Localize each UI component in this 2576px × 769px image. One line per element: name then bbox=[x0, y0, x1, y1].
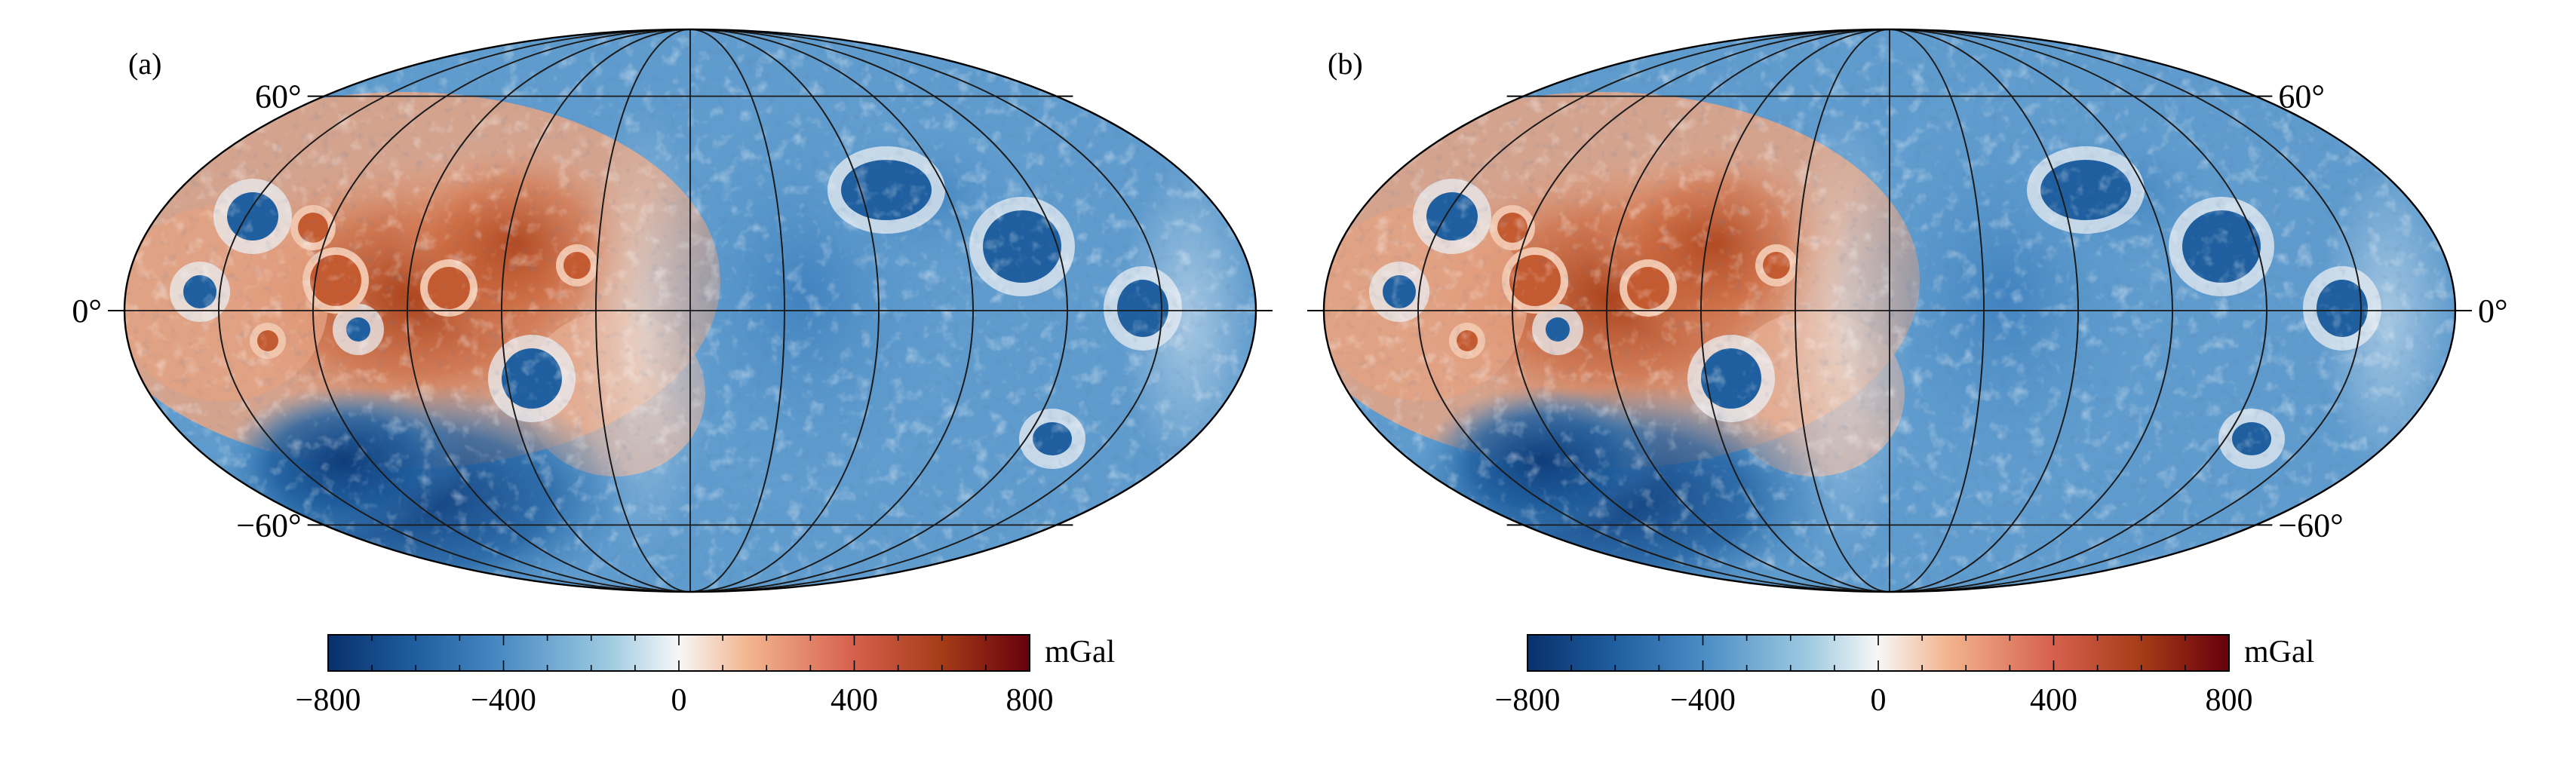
map-outline bbox=[123, 28, 1257, 593]
latitude-label-north: 60° bbox=[2278, 78, 2325, 115]
latitude-label-equator: 0° bbox=[2478, 293, 2508, 329]
colorbar-tick-label: 0 bbox=[1871, 683, 1887, 718]
latitude-label-south: −60° bbox=[236, 507, 301, 544]
latitude-label-south: −60° bbox=[2278, 507, 2343, 544]
map-outline bbox=[1322, 28, 2457, 593]
colorbar-unit-label: mGal bbox=[1045, 635, 1115, 669]
colorbar-tick-label: −800 bbox=[1495, 683, 1561, 718]
panel-a: (a) 60° 0° −60° −800 −400 0 400 800 mGal bbox=[72, 28, 1273, 718]
colorbar-tick-label: 0 bbox=[671, 683, 687, 718]
colorbar-unit-label: mGal bbox=[2244, 635, 2314, 669]
colorbar: −800 −400 0 400 800 mGal bbox=[1495, 634, 2314, 718]
colorbar-tick-label: 800 bbox=[1006, 683, 1054, 718]
latitude-label-equator: 0° bbox=[72, 293, 102, 329]
latitude-label-north: 60° bbox=[255, 78, 302, 115]
colorbar-tick-label: −800 bbox=[296, 683, 361, 718]
colorbar-tick-label: 800 bbox=[2206, 683, 2253, 718]
panel-b: (b) 60° 0° −60° −800 −400 0 400 800 mGal bbox=[1307, 28, 2508, 718]
colorbar-tick-label: 400 bbox=[831, 683, 878, 718]
colorbar-tick-label: 400 bbox=[2030, 683, 2077, 718]
colorbar: −800 −400 0 400 800 mGal bbox=[296, 634, 1115, 718]
colorbar-tick-label: −400 bbox=[471, 683, 536, 718]
colorbar-tick-label: −400 bbox=[1670, 683, 1736, 718]
panel-label: (b) bbox=[1328, 47, 1363, 81]
panel-label: (a) bbox=[128, 47, 161, 81]
